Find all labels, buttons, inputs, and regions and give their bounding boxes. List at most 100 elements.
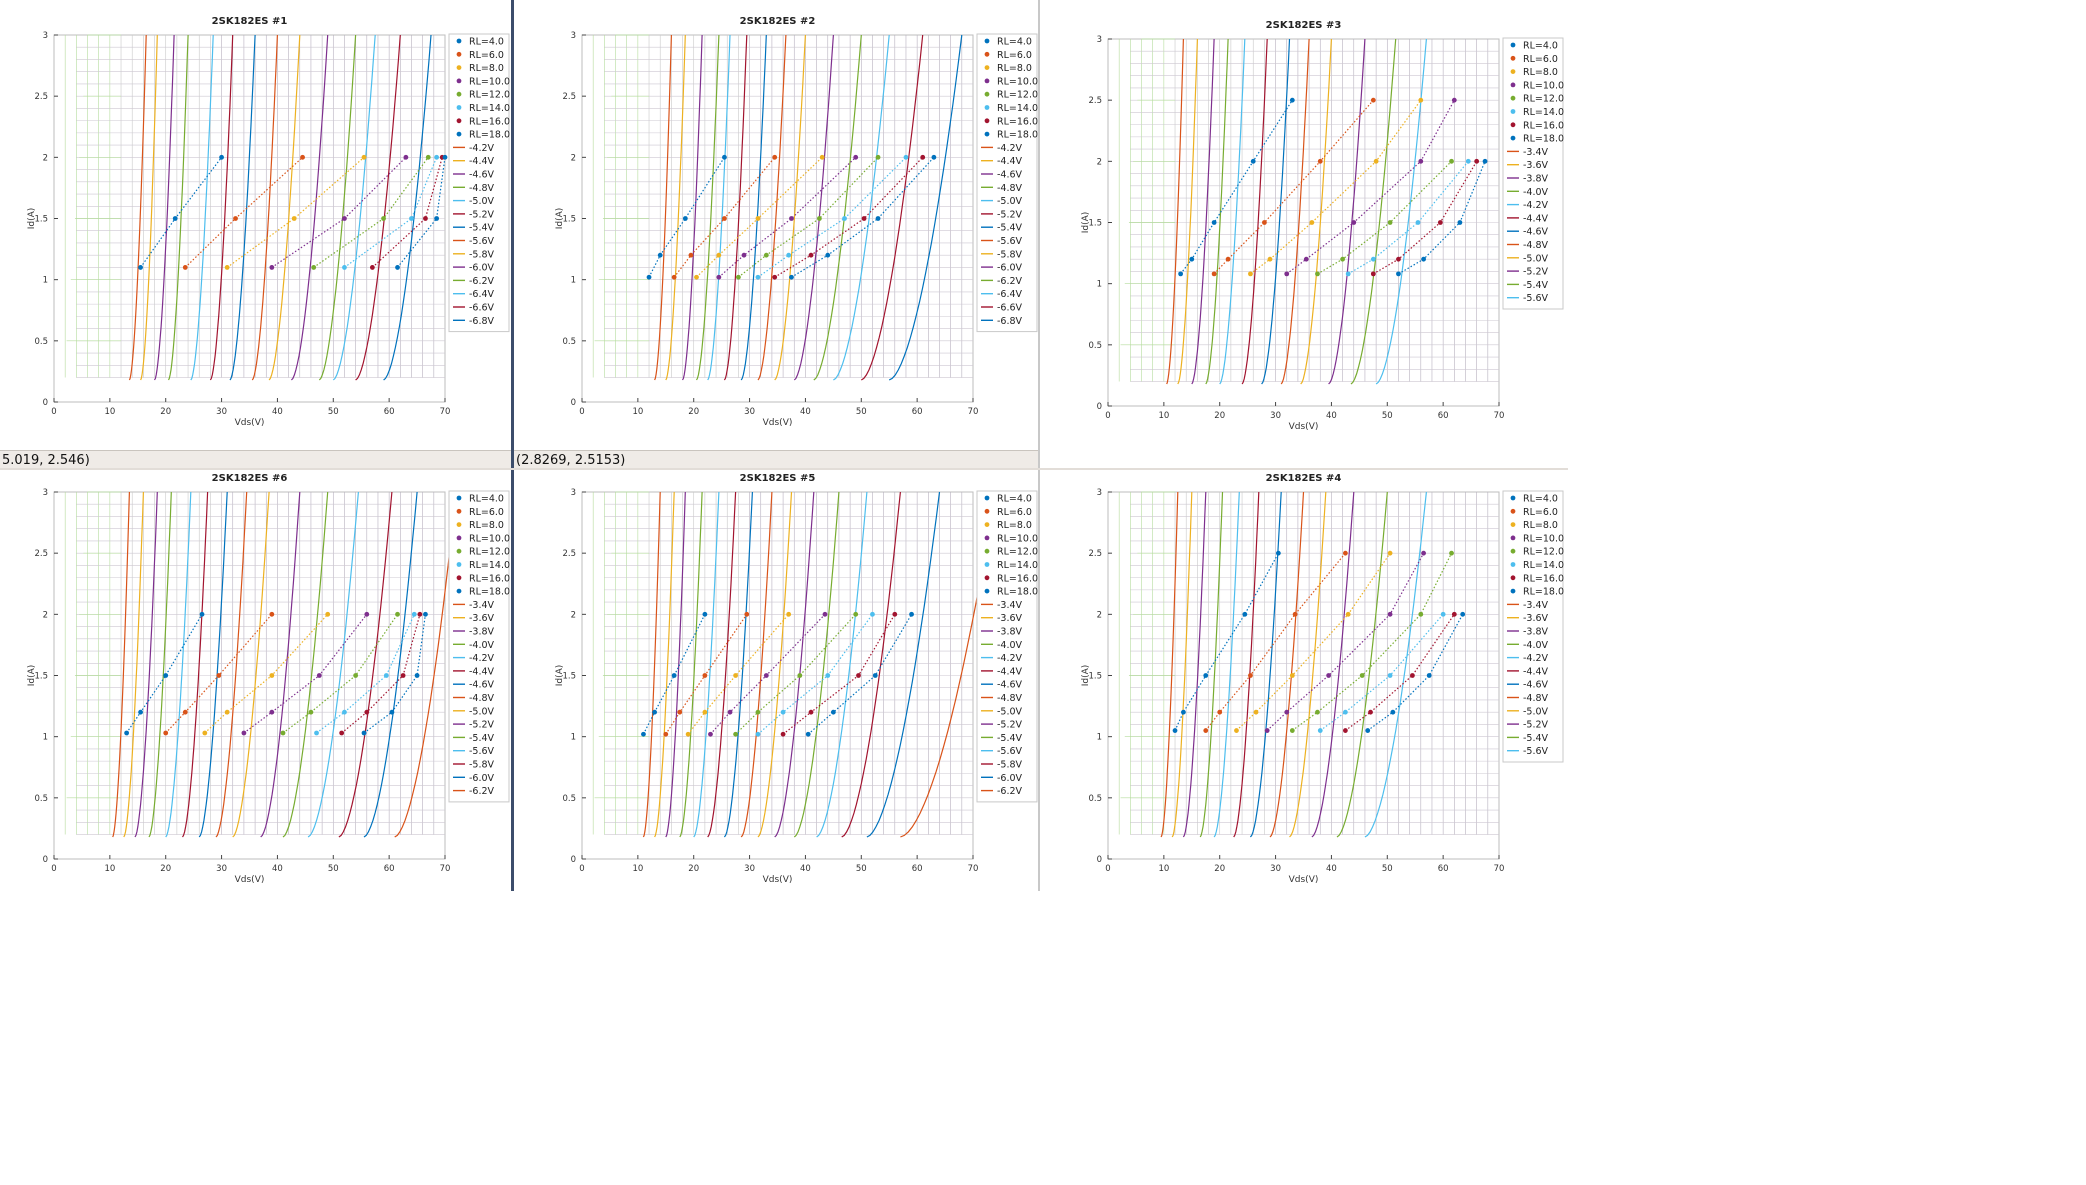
legend-marker <box>984 588 990 594</box>
rl-marker <box>1421 550 1426 556</box>
rl-marker <box>786 611 792 617</box>
legend-label: RL=18.0 <box>997 587 1038 598</box>
legend-label: -5.6V <box>1523 293 1549 304</box>
legend-label: RL=8.0 <box>1523 67 1558 78</box>
vgs-curve <box>1364 491 1427 838</box>
y-axis-label: Id(A) <box>555 208 565 230</box>
legend-label: -5.4V <box>469 733 495 744</box>
rl-marker <box>1359 673 1365 678</box>
rl-line <box>282 613 398 734</box>
rl-marker <box>677 709 683 715</box>
legend-marker <box>984 575 990 581</box>
x-tick-label: 70 <box>968 864 979 874</box>
legend-label: RL=16.0 <box>997 573 1038 584</box>
rl-marker <box>1390 709 1396 715</box>
vgs-curve <box>134 491 158 838</box>
rl-marker <box>702 709 708 715</box>
legend-marker <box>1510 575 1516 581</box>
rl-marker <box>1315 709 1320 715</box>
rl-marker <box>361 730 367 736</box>
rl-marker <box>1211 271 1217 277</box>
vgs-curve <box>1219 38 1246 385</box>
status-bar-middle: (2.8269, 2.5153) <box>514 450 1039 471</box>
vgs-curve <box>332 34 376 381</box>
rl-marker <box>856 673 861 678</box>
rl-marker <box>1437 220 1443 225</box>
legend: RL=4.0 RL=6.0 RL=8.0 RL=10.0 RL=12.0 RL=14.0 R… <box>1502 37 1564 310</box>
rl-marker <box>311 265 317 270</box>
vgs-curve <box>740 491 773 838</box>
vgs-curve <box>816 491 868 838</box>
legend-marker <box>1510 42 1516 48</box>
y-tick-label: 1 <box>1097 733 1102 743</box>
rl-marker <box>425 154 431 160</box>
rl-marker <box>853 611 859 617</box>
legend-label: RL=18.0 <box>997 130 1038 141</box>
legend-label: RL=12.0 <box>469 90 510 101</box>
x-tick-label: 20 <box>688 864 699 874</box>
chart-2sk182es-6: 2SK182ES #6 0 10 20 30 40 50 60 70 0 0.5 1 1.5 2 2.5 3 V… <box>27 473 510 885</box>
rl-marker <box>1351 220 1357 225</box>
rl-marker <box>1262 220 1267 225</box>
x-tick-label: 70 <box>440 407 451 417</box>
rl-marker <box>1326 673 1332 678</box>
legend-label: -5.0V <box>469 196 495 207</box>
rl-line <box>710 613 826 735</box>
rl-marker <box>763 252 769 258</box>
legend-label: -5.8V <box>997 249 1023 260</box>
rl-marker <box>316 673 322 678</box>
rl-marker <box>808 252 814 258</box>
rl-marker <box>1289 728 1295 733</box>
y-tick-label: 1 <box>43 276 48 286</box>
y-tick-label: 2 <box>43 610 48 620</box>
vgs-curve <box>153 34 175 381</box>
rl-marker <box>1242 611 1248 617</box>
rl-marker <box>872 673 878 678</box>
rl-line <box>1180 99 1293 275</box>
legend-label: RL=10.0 <box>997 76 1038 87</box>
rl-marker <box>1440 611 1446 617</box>
legend-label: RL=16.0 <box>997 116 1038 127</box>
plot-area: 2SK182ES #4 0 10 20 30 40 50 60 70 0 0.5 1 1.5 2 2.5 3 V… <box>1081 473 1564 885</box>
rl-marker <box>1284 271 1290 277</box>
legend-marker <box>1510 135 1516 141</box>
vgs-curve <box>167 34 189 381</box>
vgs-curve <box>888 34 963 381</box>
y-tick-label: 1.5 <box>562 672 576 682</box>
legend-label: -5.0V <box>1523 253 1549 264</box>
x-tick-label: 50 <box>856 407 867 417</box>
rl-line <box>648 156 725 278</box>
legend-label: -4.0V <box>469 640 495 651</box>
vgs-curve <box>229 34 256 381</box>
rl-marker <box>233 216 238 221</box>
x-axis-label: Vds(V) <box>235 418 265 428</box>
rl-marker <box>1370 256 1376 262</box>
vgs-curve <box>707 34 731 381</box>
window-divider <box>511 0 514 891</box>
rl-marker <box>875 216 881 221</box>
rl-marker <box>280 730 286 736</box>
rl-marker <box>1284 709 1290 715</box>
plot-area: 2SK182ES #5 0 10 20 30 40 50 60 70 0 0.5 1 1.5 2 2.5 3 V… <box>555 473 1038 885</box>
chart-title: 2SK182ES #3 <box>1266 20 1342 31</box>
vgs-curve <box>1171 491 1193 838</box>
legend-marker <box>984 495 990 501</box>
y-tick-label: 0.5 <box>34 337 48 347</box>
y-tick-label: 1 <box>571 276 576 286</box>
legend-label: RL=16.0 <box>1523 120 1564 131</box>
rl-marker <box>124 730 130 736</box>
rl-marker <box>339 730 345 736</box>
x-tick-label: 60 <box>912 864 923 874</box>
rl-marker <box>381 216 386 221</box>
rl-marker <box>361 154 367 160</box>
y-tick-label: 2.5 <box>1088 549 1102 559</box>
legend-label: RL=6.0 <box>1523 507 1558 518</box>
rl-marker <box>1317 158 1323 164</box>
vgs-curve <box>813 34 862 381</box>
x-tick-label: 40 <box>1326 411 1337 421</box>
legend: RL=4.0 RL=6.0 RL=8.0 RL=10.0 RL=12.0 RL=14.0 R… <box>448 33 510 333</box>
y-tick-label: 1.5 <box>34 672 48 682</box>
y-tick-label: 1 <box>571 733 576 743</box>
legend-label: RL=4.0 <box>469 494 504 505</box>
rl-marker <box>138 709 143 715</box>
